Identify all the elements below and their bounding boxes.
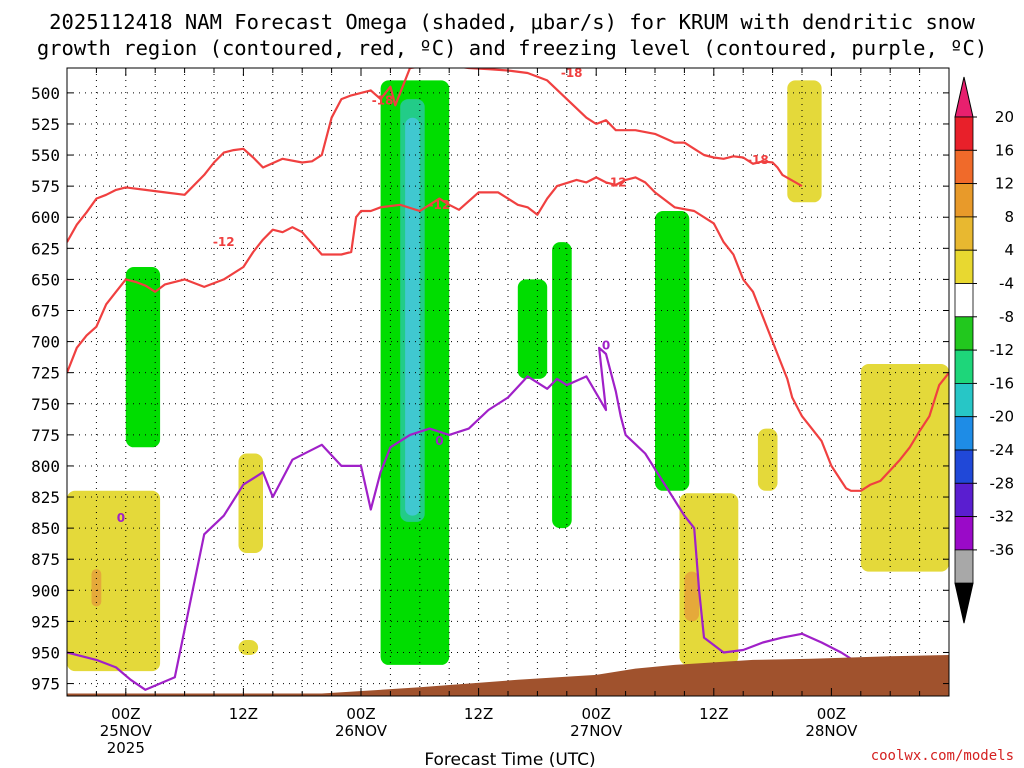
- colorbar-swatch-4: [954, 249, 974, 284]
- y-tick-label-625: 625: [31, 239, 60, 258]
- terrain-area: [67, 655, 949, 696]
- colorbar: 20 16 12 8 4 -4 -8 -12 -16 -20 -24 -28 -32 -36: [954, 76, 1015, 624]
- colorbar-label-3: 8: [1004, 208, 1014, 226]
- y-tick-label-525: 525: [31, 115, 60, 134]
- colorbar-swatch-5: [954, 283, 974, 318]
- contour-label-0-2: 0: [602, 338, 610, 352]
- y-tick-label-550: 550: [31, 146, 60, 165]
- credit-text: coolwx.com/models: [871, 748, 1014, 764]
- y-tick-label-975: 975: [31, 675, 60, 694]
- y-axis: 500 525 550 575 600 625 650 675 700 725 750 775 800 8…: [31, 84, 949, 694]
- contour-label-0-0: 0: [117, 511, 125, 525]
- contour-label-1-0: -12: [213, 235, 235, 249]
- x-tick-label-0: 00Z: [111, 705, 140, 723]
- y-tick-label-700: 700: [31, 333, 60, 352]
- terrain: [67, 655, 949, 696]
- colorbar-label-13: -36: [990, 541, 1015, 559]
- y-tick-label-650: 650: [31, 270, 60, 289]
- omega-region-15: [655, 211, 690, 491]
- chart-title-line1: 2025112418 NAM Forecast Omega (shaded, μ…: [49, 10, 975, 34]
- x-tick-label-5: 12Z: [699, 705, 728, 723]
- contour-label-2-1: -18: [561, 66, 583, 80]
- contour-label-1-2: -12: [605, 175, 627, 189]
- x-tick-label-3: 12Z: [464, 705, 493, 723]
- y-tick-label-875: 875: [31, 550, 60, 569]
- y-tick-label-750: 750: [31, 395, 60, 414]
- colorbar-label-1: 16: [995, 141, 1014, 159]
- y-tick-label-725: 725: [31, 364, 60, 383]
- y-tick-label-825: 825: [31, 488, 60, 507]
- colorbar-swatch-11: [954, 482, 974, 517]
- omega-region-5: [684, 571, 700, 622]
- colorbar-label-8: -16: [990, 374, 1015, 392]
- contour-label-2-0: -18: [372, 93, 394, 107]
- chart-title-line2: growth region (contoured, red, ºC) and f…: [37, 36, 987, 60]
- colorbar-bottom-arrow: [954, 582, 974, 624]
- y-tick-label-950: 950: [31, 643, 60, 662]
- y-tick-label-500: 500: [31, 84, 60, 103]
- colorbar-swatch-0: [954, 116, 974, 151]
- colorbar-swatch-1: [954, 149, 974, 185]
- colorbar-swatch-12: [954, 516, 974, 551]
- colorbar-label-6: -8: [999, 308, 1014, 326]
- x-tick-date-6: 28NOV: [805, 722, 858, 740]
- omega-region-12: [405, 117, 420, 516]
- omega-region-3: [238, 640, 259, 655]
- colorbar-label-11: -28: [990, 474, 1015, 492]
- y-tick-label-900: 900: [31, 581, 60, 600]
- y-tick-label-775: 775: [31, 426, 60, 445]
- colorbar-swatch-9: [954, 416, 974, 451]
- omega-region-6: [787, 80, 822, 203]
- x-tick-date-2: 26NOV: [335, 722, 388, 740]
- colorbar-swatch-8: [954, 382, 974, 418]
- y-tick-label-925: 925: [31, 612, 60, 631]
- contour-line-2: [67, 68, 803, 243]
- colorbar-label-2: 12: [995, 175, 1014, 193]
- y-tick-label-850: 850: [31, 519, 60, 538]
- colorbar-top-arrow: [954, 76, 974, 118]
- contour-line-1: [67, 176, 949, 492]
- omega-region-0: [67, 490, 161, 672]
- x-tick-label-1: 12Z: [229, 705, 258, 723]
- x-tick-label-6: 00Z: [817, 705, 846, 723]
- x-tick-date-4: 27NOV: [570, 722, 623, 740]
- contour-line-0: [67, 346, 877, 691]
- x-tick-label-2: 00Z: [346, 705, 375, 723]
- colorbar-swatch-10: [954, 449, 974, 484]
- omega-region-1: [91, 569, 102, 607]
- colorbar-swatch-7: [954, 349, 974, 384]
- omega-shading: [67, 80, 949, 672]
- colorbar-swatch-6: [954, 316, 974, 351]
- contours: 0 0 0 -12 -12 -12 -18 -18 -18: [67, 66, 949, 691]
- x-tick-year-0: 2025: [107, 739, 145, 757]
- contour-label-2-2: -18: [747, 153, 769, 167]
- contour-label-1-1: -12: [429, 198, 451, 212]
- colorbar-swatch-13: [954, 549, 974, 584]
- x-tick-label-4: 00Z: [582, 705, 611, 723]
- omega-region-14: [552, 242, 572, 529]
- omega-region-7: [757, 428, 778, 491]
- omega-region-13: [517, 279, 548, 379]
- colorbar-label-0: 20: [995, 108, 1014, 126]
- y-tick-label-575: 575: [31, 177, 60, 196]
- y-tick-label-800: 800: [31, 457, 60, 476]
- colorbar-label-5: -4: [999, 275, 1014, 293]
- colorbar-label-7: -12: [990, 341, 1015, 359]
- x-axis-label: Forecast Time (UTC): [424, 750, 595, 768]
- omega-region-9: [125, 266, 161, 448]
- colorbar-swatch-2: [954, 183, 974, 218]
- colorbar-label-4: 4: [1004, 241, 1014, 259]
- colorbar-label-12: -32: [990, 508, 1015, 526]
- colorbar-label-9: -20: [990, 408, 1015, 426]
- x-tick-date-0: 25NOV: [100, 722, 153, 740]
- omega-region-2: [238, 453, 263, 553]
- y-tick-label-600: 600: [31, 208, 60, 227]
- colorbar-label-10: -24: [990, 441, 1015, 459]
- y-tick-label-675: 675: [31, 301, 60, 320]
- contour-label-0-1: 0: [435, 434, 443, 448]
- colorbar-swatch-3: [954, 216, 974, 251]
- omega-region-8: [860, 363, 949, 572]
